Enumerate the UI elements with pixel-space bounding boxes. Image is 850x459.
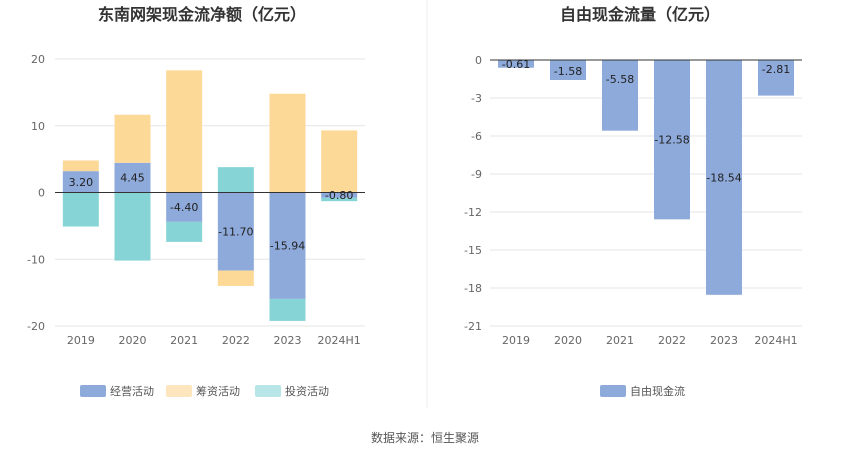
chart2-bars [498, 60, 794, 295]
bar-operating[interactable] [321, 192, 358, 198]
y-tick-label: 0 [475, 54, 482, 67]
data-label: -1.58 [554, 65, 582, 78]
data-label: 4.45 [120, 172, 145, 185]
bar-operating[interactable] [114, 162, 151, 193]
bar-operating[interactable] [269, 192, 306, 299]
bar-free-cf[interactable] [654, 60, 690, 220]
y-tick-label: -9 [471, 168, 482, 181]
y-tick-label: -10 [27, 253, 45, 266]
x-tick-label: 2020 [119, 334, 147, 347]
bar-free-cf[interactable] [498, 60, 534, 68]
bar-free-cf[interactable] [706, 60, 742, 295]
x-tick-label: 2022 [658, 334, 686, 347]
data-source: 数据来源：恒生聚源 [371, 430, 479, 445]
legend-label-financing[interactable]: 筹资活动 [196, 384, 240, 398]
x-tick-label: 2022 [222, 334, 250, 347]
chart2-legend[interactable]: 自由现金流 [600, 384, 685, 398]
chart2-axis: 0 -3 -6 -9 -12 -15 -18 -21 2019 2020 2021 2022 2023 2… [464, 54, 802, 347]
data-label: 3.20 [69, 176, 94, 189]
legend-label-free-cf[interactable]: 自由现金流 [630, 384, 685, 398]
bar-free-cf[interactable] [550, 60, 586, 81]
legend-swatch-financing[interactable] [166, 385, 192, 397]
bar-financing[interactable] [217, 270, 254, 286]
legend-swatch-operating[interactable] [80, 385, 106, 397]
y-tick-label: -21 [464, 320, 482, 333]
y-tick-label: 20 [31, 53, 45, 66]
legend-label-operating[interactable]: 经营活动 [110, 384, 154, 398]
y-tick-label: -3 [471, 92, 482, 105]
chart2-title: 自由现金流量（亿元） [560, 5, 720, 24]
chart2-gridlines [490, 97, 802, 327]
chart2-data-labels: -0.61 -1.58 -5.58 -12.58 -18.54 -2.81 [502, 58, 790, 185]
data-label: -15.94 [270, 240, 305, 253]
chart1-legend[interactable]: 经营活动 筹资活动 投资活动 [80, 384, 329, 398]
y-tick-label: -15 [464, 244, 482, 257]
bar-free-cf[interactable] [758, 60, 794, 96]
legend-swatch-free-cf[interactable] [600, 385, 626, 397]
x-tick-label: 2024H1 [754, 334, 797, 347]
x-tick-label: 2021 [170, 334, 198, 347]
data-label: -18.54 [706, 171, 741, 184]
bar-investing[interactable] [321, 197, 358, 202]
data-label: -0.61 [502, 58, 530, 71]
x-tick-label: 2021 [606, 334, 634, 347]
bar-financing[interactable] [114, 114, 151, 163]
y-tick-label: -12 [464, 206, 482, 219]
y-tick-label: -20 [27, 320, 45, 333]
chart1-bars [62, 70, 358, 321]
bar-investing[interactable] [114, 192, 151, 261]
chart1-title: 东南网架现金流净额（亿元） [98, 5, 306, 24]
chart1-data-labels: 3.20 4.45 -4.40 -11.70 -15.94 -0.80 [69, 172, 354, 253]
chart1-axis: 20 10 0 -10 -20 2019 2020 2021 2022 2023 2024H1 [27, 53, 365, 347]
bar-investing[interactable] [62, 192, 99, 227]
y-tick-label: -6 [471, 130, 482, 143]
x-tick-label: 2024H1 [318, 334, 361, 347]
data-label: -2.81 [762, 63, 790, 76]
bar-financing[interactable] [62, 160, 99, 172]
x-tick-label: 2019 [67, 334, 95, 347]
bar-operating[interactable] [217, 192, 254, 271]
x-tick-label: 2023 [710, 334, 738, 347]
bar-operating[interactable] [62, 171, 99, 193]
data-label: -12.58 [654, 134, 689, 147]
data-label: -11.70 [218, 226, 253, 239]
bar-investing[interactable] [217, 167, 254, 193]
bar-investing[interactable] [269, 298, 306, 321]
legend-swatch-investing[interactable] [255, 385, 281, 397]
chart1-gridlines [55, 58, 365, 327]
x-tick-label: 2020 [554, 334, 582, 347]
data-label: -4.40 [170, 201, 198, 214]
bar-free-cf[interactable] [602, 60, 638, 131]
x-tick-label: 2023 [274, 334, 302, 347]
x-tick-label: 2019 [502, 334, 530, 347]
y-tick-label: 0 [38, 187, 45, 200]
bar-financing[interactable] [166, 70, 203, 193]
bar-financing[interactable] [321, 130, 358, 193]
legend-label-investing[interactable]: 投资活动 [285, 384, 329, 398]
free-cash-flow-chart: 自由现金流量（亿元） 0 -3 -6 -9 -12 -15 -18 -21 2019 2020 20… [464, 5, 802, 398]
y-tick-label: -18 [464, 282, 482, 295]
cash-flow-chart: 东南网架现金流净额（亿元） 20 10 0 -10 -20 2019 2020 2021 202… [27, 5, 365, 398]
bar-investing[interactable] [166, 221, 203, 242]
data-label: -5.58 [606, 73, 634, 86]
bar-operating[interactable] [166, 192, 203, 222]
bar-financing[interactable] [269, 93, 306, 193]
y-tick-label: 10 [31, 120, 45, 133]
data-label: -0.80 [325, 189, 353, 202]
